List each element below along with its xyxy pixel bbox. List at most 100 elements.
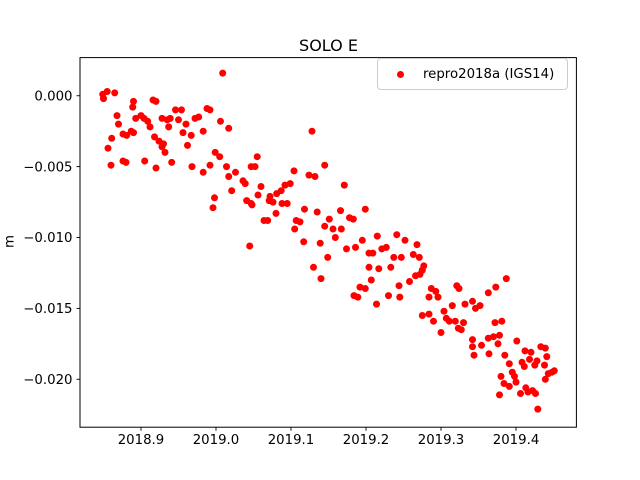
data-point xyxy=(505,382,513,390)
data-point xyxy=(100,95,107,103)
data-point xyxy=(390,253,398,261)
data-point xyxy=(168,158,176,166)
data-point xyxy=(469,297,476,305)
data-point xyxy=(496,331,503,339)
data-point xyxy=(254,191,262,199)
data-point xyxy=(511,372,518,380)
data-point xyxy=(129,103,137,111)
data-point xyxy=(301,205,308,213)
data-point xyxy=(206,161,214,169)
y-tick-label: −0.015 xyxy=(23,302,72,317)
data-point xyxy=(251,163,259,171)
data-point xyxy=(211,194,218,202)
data-point xyxy=(496,391,503,399)
data-point xyxy=(146,123,154,131)
data-point xyxy=(223,163,230,171)
data-point xyxy=(550,367,558,375)
data-point xyxy=(500,380,508,387)
data-point xyxy=(199,127,207,135)
data-point xyxy=(340,181,348,189)
data-point xyxy=(321,161,329,169)
data-point xyxy=(437,329,445,336)
data-point xyxy=(521,347,529,355)
data-point xyxy=(228,187,236,195)
x-tick-label: 2018.9 xyxy=(118,433,165,448)
data-point xyxy=(494,340,502,348)
data-point xyxy=(532,390,539,397)
data-point xyxy=(246,242,254,250)
data-point xyxy=(217,117,224,125)
data-point xyxy=(296,218,304,226)
data-point xyxy=(103,88,111,95)
data-point xyxy=(445,317,453,325)
data-point xyxy=(113,112,121,120)
data-point xyxy=(300,238,308,246)
data-point xyxy=(321,222,329,230)
data-point xyxy=(430,317,437,325)
data-point xyxy=(349,215,357,223)
y-tick-label: 0.000 xyxy=(34,89,72,104)
data-point xyxy=(478,341,485,349)
data-point xyxy=(502,275,510,283)
data-point xyxy=(313,208,321,216)
data-point xyxy=(272,209,280,217)
data-point xyxy=(324,253,332,261)
data-point xyxy=(451,317,459,325)
data-point xyxy=(225,173,233,180)
data-point xyxy=(241,180,249,188)
data-point xyxy=(178,106,185,114)
data-point xyxy=(311,173,319,180)
data-point xyxy=(492,283,500,291)
data-point xyxy=(406,278,413,285)
y-tick-label: −0.010 xyxy=(23,231,72,246)
data-point xyxy=(152,97,160,105)
data-point xyxy=(418,312,426,319)
data-point xyxy=(310,263,317,271)
data-point xyxy=(352,243,359,251)
data-point xyxy=(337,225,345,233)
data-point xyxy=(132,114,140,122)
data-point xyxy=(161,148,169,156)
data-point xyxy=(325,215,333,223)
data-point xyxy=(490,333,497,341)
data-point xyxy=(361,205,369,213)
data-point xyxy=(199,168,207,176)
legend-label: repro2018a (IGS14) xyxy=(423,66,555,82)
data-point xyxy=(365,263,373,271)
data-point xyxy=(358,236,366,244)
data-point xyxy=(501,351,509,359)
data-point xyxy=(329,225,337,233)
data-point xyxy=(206,106,214,114)
data-point xyxy=(182,120,190,128)
data-point xyxy=(152,164,160,172)
data-point xyxy=(409,251,417,258)
data-point xyxy=(216,153,224,161)
data-point xyxy=(253,153,261,161)
data-point xyxy=(291,225,299,233)
data-point xyxy=(331,234,339,241)
data-point xyxy=(354,293,362,301)
data-point xyxy=(373,232,381,240)
data-point xyxy=(484,289,492,297)
data-point xyxy=(425,293,433,301)
data-point xyxy=(130,97,137,105)
data-point xyxy=(369,249,377,257)
data-point xyxy=(455,285,463,292)
data-point xyxy=(195,113,203,121)
data-point xyxy=(491,319,499,327)
data-point xyxy=(541,375,549,383)
data-point xyxy=(257,183,265,190)
data-point xyxy=(457,326,465,334)
data-point xyxy=(187,131,195,139)
data-point xyxy=(505,360,513,368)
chart-title: SOLO E xyxy=(299,36,358,55)
data-point xyxy=(517,390,524,397)
data-point xyxy=(527,348,535,356)
data-point xyxy=(188,163,196,171)
legend-marker-icon xyxy=(397,70,404,78)
data-point xyxy=(175,116,182,124)
data-point xyxy=(115,120,122,128)
data-point xyxy=(160,140,167,148)
